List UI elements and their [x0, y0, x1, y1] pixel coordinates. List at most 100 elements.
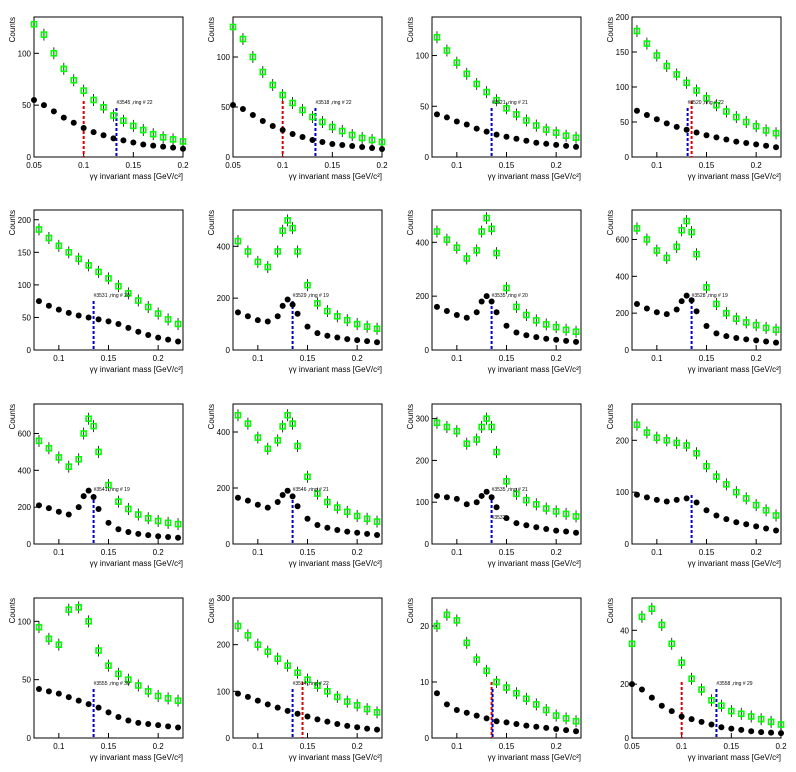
- green-point: [105, 662, 112, 669]
- green-point: [473, 436, 481, 443]
- green-point: [488, 225, 495, 233]
- green-point: [244, 248, 252, 255]
- green-point: [633, 421, 641, 429]
- green-point: [503, 684, 510, 691]
- green-point: [648, 605, 656, 613]
- green-point: [542, 321, 550, 328]
- green-point: [135, 511, 142, 518]
- green-point: [329, 123, 336, 131]
- black-point: [563, 142, 570, 149]
- annotation-label: #3558 ,ring # 29: [716, 681, 752, 687]
- green-point: [683, 442, 690, 449]
- annotation-label: #3520 ,ring # 22: [688, 100, 724, 106]
- x-tick-label: 0.15: [699, 354, 715, 363]
- x-tick-label: 0.15: [499, 742, 515, 751]
- black-point: [543, 335, 550, 342]
- black-point: [533, 524, 540, 531]
- black-point: [443, 701, 450, 708]
- x-tick-label: 0.1: [451, 742, 463, 751]
- green-point: [443, 423, 451, 431]
- y-tick-label: 0: [27, 346, 32, 355]
- green-point: [90, 96, 97, 104]
- green-point: [772, 512, 780, 519]
- y-axis-label: Counts: [606, 404, 615, 429]
- green-point: [723, 309, 730, 317]
- y-tick-label: 100: [416, 498, 430, 507]
- green-point: [289, 99, 296, 107]
- green-point: [164, 695, 172, 702]
- x-tick-label: 0.15: [101, 742, 117, 751]
- green-point: [777, 721, 785, 728]
- black-point: [703, 132, 710, 139]
- y-axis-label: Counts: [207, 17, 216, 42]
- green-point: [762, 506, 770, 514]
- x-tick-label: 0.1: [53, 742, 65, 751]
- green-point: [80, 430, 87, 437]
- green-point: [309, 113, 316, 121]
- x-axis-label: γγ invariant mass [GeV/c²]: [688, 172, 781, 181]
- green-point: [732, 113, 740, 121]
- black-point: [155, 722, 162, 729]
- green-point: [542, 706, 550, 714]
- black-point: [433, 111, 440, 118]
- black-point: [75, 312, 82, 319]
- green-point: [65, 606, 73, 613]
- black-point: [279, 302, 286, 309]
- green-point: [279, 91, 286, 99]
- green-point: [259, 68, 267, 76]
- black-point: [713, 330, 720, 337]
- black-point: [473, 125, 480, 132]
- green-point: [678, 659, 685, 666]
- y-axis-label: Counts: [406, 404, 415, 429]
- green-point: [463, 440, 471, 448]
- black-point: [135, 328, 142, 335]
- black-point: [673, 306, 680, 313]
- y-tick-label: 50: [22, 101, 31, 110]
- chart-panel-8: 0.1 0.15 0.2 0 200 400 600 γγ invariant mass [G…: [606, 209, 782, 374]
- black-point: [543, 525, 550, 532]
- green-point: [513, 689, 520, 697]
- black-point: [75, 697, 82, 704]
- black-point: [344, 722, 351, 729]
- green-point: [324, 498, 331, 506]
- black-point: [244, 693, 251, 700]
- black-point: [643, 494, 650, 501]
- green-point: [503, 105, 510, 112]
- green-point: [35, 437, 43, 445]
- black-point: [120, 137, 127, 144]
- x-axis-label: γγ invariant mass [GeV/c²]: [90, 365, 183, 374]
- y-tick-label: 0: [425, 153, 430, 162]
- black-point: [563, 727, 570, 734]
- green-point: [772, 129, 780, 137]
- black-point: [663, 498, 670, 505]
- x-tick-label: 0.15: [699, 548, 715, 557]
- green-point: [493, 249, 500, 257]
- y-tick-label: 0: [27, 540, 32, 549]
- green-point: [289, 224, 296, 232]
- black-point: [653, 309, 660, 316]
- green-point: [174, 320, 182, 328]
- black-point: [354, 529, 361, 536]
- green-point: [130, 122, 137, 130]
- black-point: [115, 320, 122, 327]
- black-point: [364, 725, 371, 732]
- chart-panel-12: 0.1 0.15 0.2 0 100 200 γγ invariant mass [GeV/…: [606, 403, 782, 568]
- black-point: [763, 525, 770, 532]
- black-point: [85, 701, 92, 708]
- black-point: [125, 717, 132, 724]
- green-point: [747, 713, 755, 720]
- black-point: [693, 129, 700, 136]
- annotation-label: #3514 ,ring # 22: [293, 681, 329, 687]
- black-point: [733, 138, 740, 145]
- black-point: [334, 334, 341, 341]
- black-point: [145, 721, 152, 727]
- green-point: [244, 420, 252, 427]
- green-point: [513, 111, 520, 118]
- black-point: [264, 318, 271, 325]
- black-point: [673, 496, 680, 503]
- green-point: [294, 669, 301, 676]
- black-point: [483, 128, 490, 135]
- green-point: [144, 688, 152, 695]
- black-point: [254, 317, 261, 324]
- black-point: [483, 293, 490, 300]
